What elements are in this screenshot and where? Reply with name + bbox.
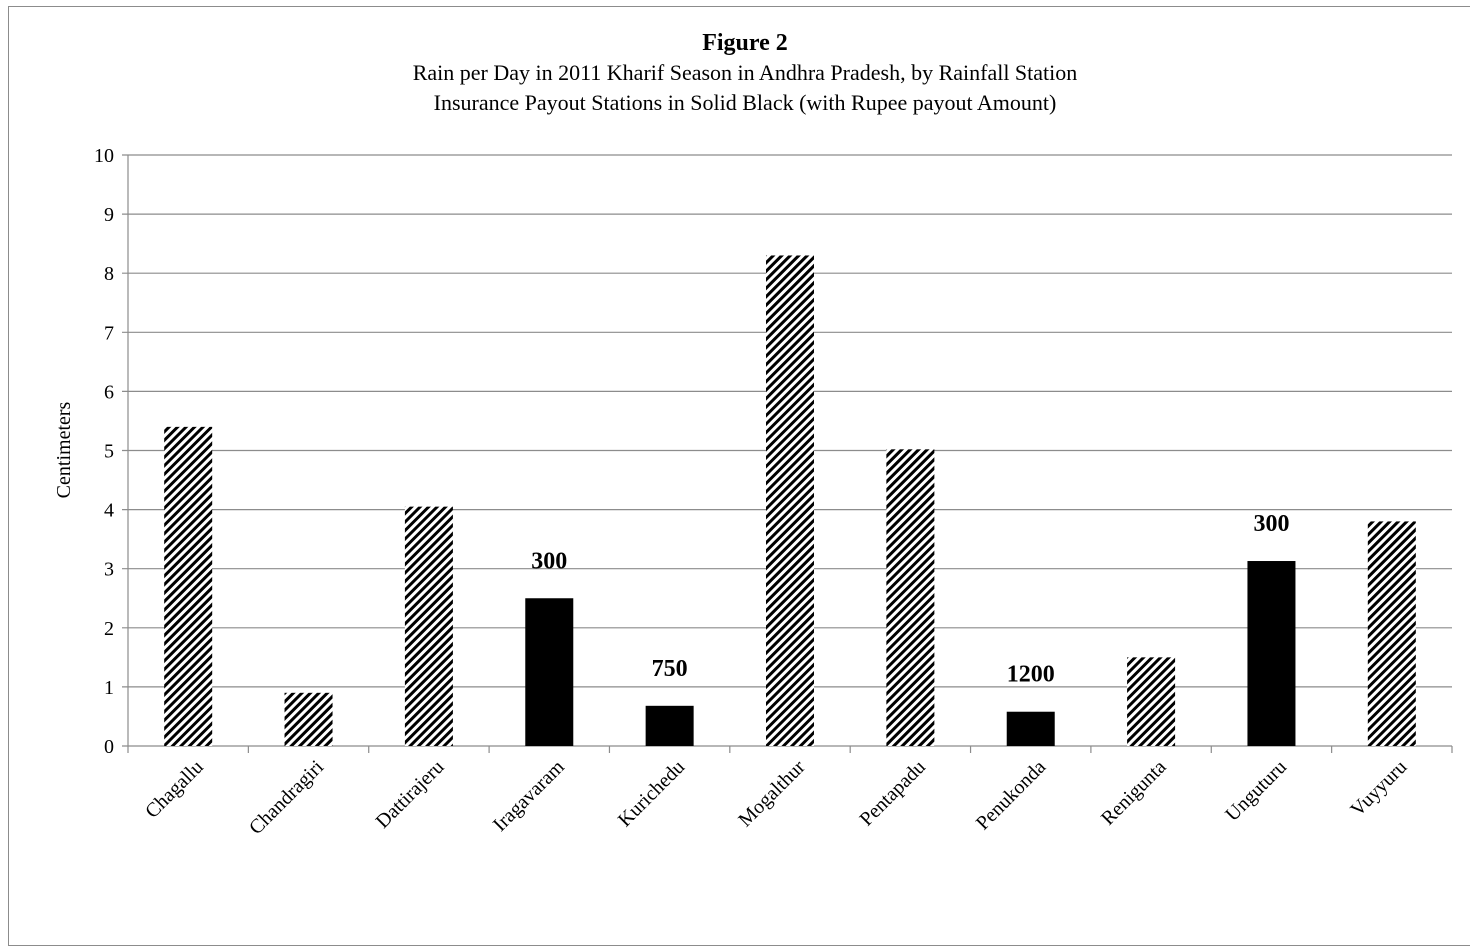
data-label: 750 xyxy=(652,656,688,682)
x-axis-categories: Chagallu Chandragiri Dattirajeru Iragavaram… xyxy=(141,756,1411,839)
x-category-label: Iragavaram xyxy=(489,756,569,836)
y-tick-label: 5 xyxy=(104,441,114,463)
bar-penukonda xyxy=(1006,711,1055,746)
chart-title: Figure 2 xyxy=(702,30,788,56)
x-category-label: Penukonda xyxy=(972,756,1050,834)
y-axis-ticks: 0 1 2 3 4 5 6 7 8 9 10 xyxy=(94,145,114,758)
y-axis-label: Centimeters xyxy=(53,401,75,498)
y-tick-label: 7 xyxy=(104,322,114,344)
bar-unguturu xyxy=(1247,561,1296,746)
y-tick-label: 6 xyxy=(104,381,114,403)
chart-titles: Figure 2 Rain per Day in 2011 Kharif Sea… xyxy=(0,28,1470,118)
chart-subtitle-line-1: Rain per Day in 2011 Kharif Season in An… xyxy=(412,60,1078,85)
x-category-label: Unguturu xyxy=(1221,756,1291,826)
y-tick-label: 0 xyxy=(104,736,114,758)
y-tick-label: 9 xyxy=(104,204,114,226)
bar-chagallu xyxy=(164,426,213,746)
bar-dattirajeru xyxy=(404,506,453,746)
x-category-label: Mogalthur xyxy=(734,756,810,832)
bar-kurichedu xyxy=(645,705,694,746)
bar-renigunta xyxy=(1127,657,1176,746)
data-labels: 300 750 1200 300 xyxy=(531,511,1289,688)
bar-vuyyuru xyxy=(1367,521,1416,746)
x-category-label: Pentapadu xyxy=(855,756,929,830)
bar-mogalthur xyxy=(766,255,814,746)
x-category-label: Chandragiri xyxy=(245,756,328,839)
data-label: 1200 xyxy=(1007,662,1055,688)
bar-iragavaram xyxy=(525,598,574,746)
x-category-label: Renigunta xyxy=(1097,756,1171,830)
y-tick-label: 3 xyxy=(104,559,114,581)
chart-subtitle-line-2: Insurance Payout Stations in Solid Black… xyxy=(433,90,1057,115)
y-tick-label: 10 xyxy=(94,145,114,167)
x-category-label: Chagallu xyxy=(141,756,208,823)
x-category-label: Kurichedu xyxy=(614,756,689,831)
y-tick-label: 1 xyxy=(104,677,114,699)
x-category-label: Vuyyuru xyxy=(1346,756,1411,821)
y-tick-label: 2 xyxy=(104,618,114,640)
chart-frame xyxy=(8,6,1470,946)
x-category-label: Dattirajeru xyxy=(372,756,449,833)
bar-chandragiri xyxy=(284,692,333,746)
bar-pentapadu xyxy=(886,449,935,746)
bars xyxy=(164,255,1416,746)
y-tick-label: 4 xyxy=(104,500,114,522)
y-tick-label: 8 xyxy=(104,263,114,285)
data-label: 300 xyxy=(531,548,567,574)
data-label: 300 xyxy=(1253,511,1289,537)
